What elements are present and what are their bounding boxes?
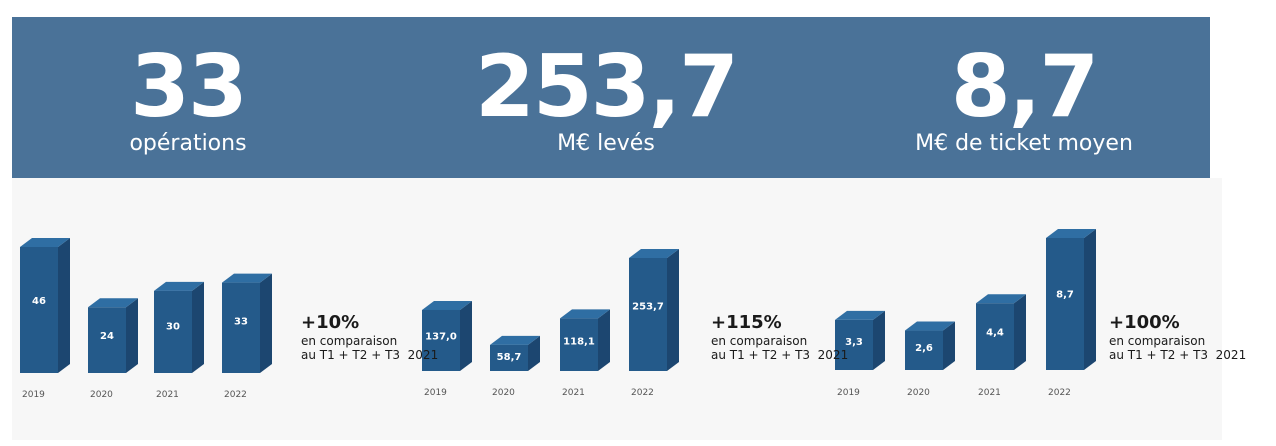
bar-value-label: 118,1 (563, 336, 595, 347)
bar-top (1046, 229, 1096, 238)
comparison-value: +115% (711, 312, 782, 333)
bar (1046, 238, 1084, 370)
kpi-label: M€ levés (557, 131, 655, 156)
kpi-label: opérations (129, 131, 247, 156)
bar-chart-2: 137,0 2019 58,7 2020 118,1 2021 253,7 2022 (422, 249, 679, 398)
bar-top (20, 238, 70, 247)
bar-top (835, 310, 885, 320)
bar-chart-1: 46 2019 24 2020 30 2021 33 2022 (20, 238, 272, 400)
comparison-period: au T1 + T2 + T3 2021 (711, 348, 849, 362)
year-tick-label: 2022 (1048, 388, 1071, 398)
comparison-value: +10% (301, 312, 360, 333)
bar (20, 247, 58, 373)
bar-value-label: 46 (32, 296, 46, 307)
comparison-text: en comparaison (711, 334, 808, 348)
comparison-text: en comparaison (1109, 334, 1206, 348)
year-tick-label: 2019 (837, 388, 860, 398)
bar-top (88, 298, 138, 308)
bar (222, 282, 260, 373)
bar-top (905, 321, 955, 331)
year-tick-label: 2019 (424, 388, 447, 398)
bar-side (192, 281, 204, 373)
bar-side (1014, 294, 1026, 370)
bar-side (260, 273, 272, 373)
bar-top (976, 294, 1026, 304)
bar-side (873, 310, 885, 370)
comparison-period: au T1 + T2 + T3 2021 (1109, 348, 1247, 362)
bar-top (422, 300, 472, 310)
bar-top (222, 273, 272, 283)
kpi-value: 253,7 (474, 37, 739, 137)
bar (629, 258, 667, 371)
kpi-banner: 33 opérations 253,7 M€ levés 8,7 M€ de t… (12, 17, 1210, 178)
bar-side (943, 321, 955, 370)
bar-top (490, 335, 540, 345)
year-tick-label: 2021 (562, 388, 585, 398)
year-tick-label: 2022 (631, 388, 654, 398)
bar (422, 309, 460, 371)
bar (560, 318, 598, 371)
bar-value-label: 24 (100, 331, 114, 342)
bar-value-label: 2,6 (915, 343, 933, 354)
year-tick-label: 2021 (156, 390, 179, 400)
charts-canvas: 46 2019 24 2020 30 2021 33 2022 137,0 2019 58,7 202… (20, 229, 1096, 400)
bar-value-label: 3,3 (845, 337, 863, 348)
bar-value-label: 58,7 (497, 352, 522, 363)
comparison-amount: +115% en comparaison au T1 + T2 + T3 202… (711, 312, 871, 362)
bar-side (598, 309, 610, 371)
bar (976, 303, 1014, 370)
year-tick-label: 2019 (22, 390, 45, 400)
kpi-value: 8,7 (950, 37, 1099, 137)
year-tick-label: 2020 (90, 390, 113, 400)
bar-top (560, 309, 610, 319)
comparison-period: au T1 + T2 + T3 2021 (301, 348, 439, 362)
bar-top (154, 281, 204, 291)
bar-value-label: 4,4 (986, 327, 1004, 338)
bar-value-label: 8,7 (1056, 289, 1074, 300)
bar-side (1084, 229, 1096, 370)
bar-side (460, 300, 472, 371)
year-tick-label: 2021 (978, 388, 1001, 398)
bar (88, 307, 126, 373)
bar-side (126, 298, 138, 373)
year-tick-label: 2022 (224, 390, 247, 400)
bar-side (58, 238, 70, 373)
bar-value-label: 137,0 (425, 332, 457, 343)
bar (154, 290, 192, 373)
bar (835, 319, 873, 370)
charts-panel: 46 2019 24 2020 30 2021 33 2022 137,0 2019 58,7 202… (12, 178, 1246, 440)
kpi-label: M€ de ticket moyen (915, 131, 1133, 156)
comparison-value: +100% (1109, 312, 1180, 333)
bar (905, 330, 943, 370)
comparison-ticket: +100% en comparaison au T1 + T2 + T3 202… (1109, 312, 1269, 362)
kpi-value: 33 (130, 37, 248, 137)
bar-value-label: 33 (234, 317, 248, 328)
bar-side (667, 249, 679, 371)
bar-chart-3: 3,3 2019 2,6 2020 4,4 2021 8,7 2022 (835, 229, 1096, 398)
year-tick-label: 2020 (492, 388, 515, 398)
year-tick-label: 2020 (907, 388, 930, 398)
bar-value-label: 30 (166, 321, 180, 332)
comparison-operations: +10% en comparaison au T1 + T2 + T3 2021 (301, 312, 461, 362)
bar (490, 344, 528, 371)
comparison-text: en comparaison (301, 334, 398, 348)
bar-top (629, 249, 679, 258)
bar-value-label: 253,7 (632, 301, 664, 312)
bar-side (528, 335, 540, 371)
